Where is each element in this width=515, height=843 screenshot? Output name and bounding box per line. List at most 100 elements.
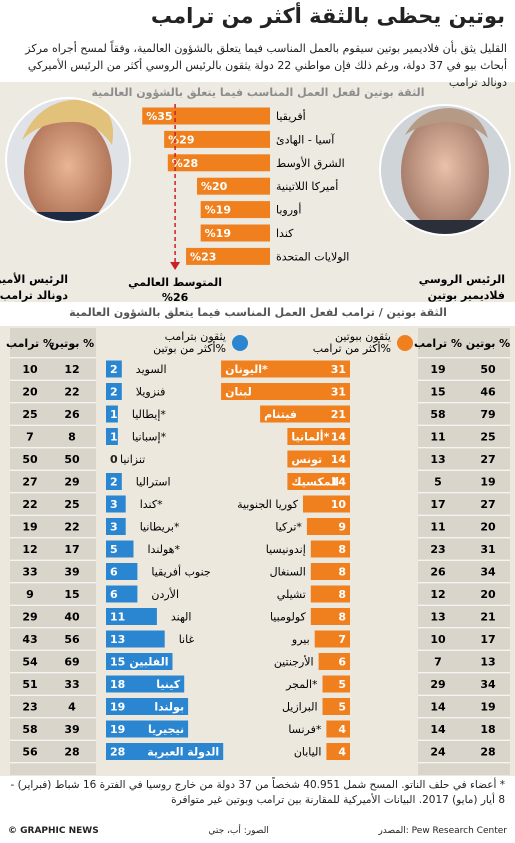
value-label: %35 bbox=[146, 110, 172, 123]
difference-value: 5 bbox=[338, 678, 346, 691]
country-label: لبنان bbox=[225, 386, 252, 399]
country-label: فنزويلا bbox=[136, 386, 166, 399]
portrait-ring bbox=[379, 104, 511, 236]
country-label: السويد bbox=[136, 363, 167, 376]
difference-value: 21 bbox=[331, 408, 346, 421]
difference-bar bbox=[310, 585, 350, 603]
table-value: 39 bbox=[64, 723, 79, 736]
source: المصدر: Pew Research Center bbox=[378, 826, 507, 836]
table-value: 23 bbox=[22, 701, 37, 714]
difference-bar bbox=[106, 585, 138, 603]
table-value: 7 bbox=[26, 431, 34, 444]
legend-dot bbox=[232, 335, 248, 351]
table-value: 43 bbox=[22, 633, 37, 646]
country-label: بيرو bbox=[291, 633, 310, 646]
country-label: كندا* bbox=[140, 498, 163, 511]
difference-value: 28 bbox=[110, 746, 125, 759]
table-value: 4 bbox=[68, 701, 76, 714]
table-value: 9 bbox=[26, 588, 34, 601]
bar bbox=[164, 130, 270, 148]
difference-bar bbox=[106, 540, 134, 558]
table-value: 19 bbox=[430, 363, 445, 376]
country-label: كوريا الجنوبية bbox=[237, 498, 299, 511]
difference-bar bbox=[310, 563, 350, 580]
difference-bar bbox=[310, 608, 350, 625]
bar bbox=[200, 201, 270, 219]
country-label: اليابان bbox=[294, 746, 322, 759]
table-title: الثقة بوتين / ترامب لفعل العمل المناسب ف… bbox=[69, 306, 447, 319]
table-value: 24 bbox=[430, 746, 446, 759]
difference-bar bbox=[106, 675, 185, 693]
difference-bar bbox=[106, 720, 189, 738]
difference-value: 14 bbox=[331, 453, 347, 466]
country-label: تركيا* bbox=[275, 521, 302, 534]
difference-value: 8 bbox=[338, 543, 346, 556]
difference-bar bbox=[306, 518, 350, 535]
country-label: الهند bbox=[171, 611, 192, 624]
difference-bar bbox=[106, 495, 126, 513]
difference-bar bbox=[322, 675, 350, 693]
difference-value: 3 bbox=[110, 498, 118, 511]
country-label: فرنسا* bbox=[288, 723, 322, 736]
country-label: غانا bbox=[179, 633, 195, 646]
portrait-label: دونالد ترامب bbox=[0, 289, 68, 302]
table-value: 50 bbox=[480, 363, 496, 376]
group-header: أكثر من بوتين% bbox=[153, 341, 226, 355]
country-label: هولندا* bbox=[148, 543, 181, 556]
table-value: 11 bbox=[430, 521, 445, 534]
country-label: بريطانيا* bbox=[140, 521, 180, 534]
difference-bar bbox=[260, 405, 350, 423]
difference-value: 8 bbox=[338, 566, 346, 579]
country-label: كينيا bbox=[156, 678, 181, 691]
table-value: 58 bbox=[430, 408, 445, 421]
difference-bar bbox=[303, 495, 350, 513]
table-value: 23 bbox=[430, 543, 445, 556]
table-value: 11 bbox=[430, 431, 445, 444]
table-value: 15 bbox=[64, 588, 79, 601]
table-value: 26 bbox=[430, 566, 446, 579]
table-value: 34 bbox=[480, 566, 496, 579]
median-label: المتوسط العالمي bbox=[128, 276, 222, 289]
difference-value: 10 bbox=[331, 498, 347, 511]
table-value: 19 bbox=[22, 521, 37, 534]
difference-value: 5 bbox=[338, 701, 346, 714]
country-label: بولندا bbox=[154, 701, 184, 714]
table-value: 10 bbox=[22, 363, 38, 376]
country-label: ألمانيا* bbox=[291, 430, 329, 444]
value-label: %19 bbox=[205, 227, 231, 240]
difference-value: 15 bbox=[110, 656, 125, 669]
difference-value: 2 bbox=[110, 386, 118, 399]
difference-value: 6 bbox=[110, 588, 118, 601]
value-label: %28 bbox=[172, 157, 198, 170]
table-value: 22 bbox=[22, 498, 37, 511]
table-value: 22 bbox=[64, 386, 79, 399]
difference-value: 4 bbox=[338, 746, 346, 759]
category-label: الولايات المتحدة bbox=[276, 250, 349, 263]
median-value: %26 bbox=[162, 291, 189, 304]
difference-bar bbox=[106, 698, 189, 715]
table-value: 20 bbox=[480, 521, 496, 534]
table-value: 46 bbox=[480, 386, 496, 399]
column-header: ترامب % bbox=[414, 337, 462, 350]
table-value: 27 bbox=[480, 498, 495, 511]
difference-value: 2 bbox=[110, 476, 118, 489]
table-value: 20 bbox=[22, 386, 38, 399]
table-value: 31 bbox=[480, 543, 495, 556]
difference-value: 0 bbox=[110, 453, 118, 466]
difference-bar bbox=[322, 698, 350, 715]
difference-bar bbox=[106, 563, 138, 580]
difference-bar bbox=[221, 383, 350, 400]
difference-bar bbox=[326, 743, 350, 760]
table-value: 27 bbox=[22, 476, 37, 489]
difference-value: 8 bbox=[338, 588, 346, 601]
table-value: 21 bbox=[480, 611, 495, 624]
country-label: الأردن bbox=[151, 587, 179, 601]
table-value: 19 bbox=[480, 701, 495, 714]
table-value: 25 bbox=[480, 431, 495, 444]
table-value: 10 bbox=[430, 633, 446, 646]
bar bbox=[186, 247, 270, 265]
title: بوتين يحظى بالثقة أكثر من ترامب bbox=[150, 4, 505, 28]
value-label: %19 bbox=[205, 204, 231, 217]
difference-value: 4 bbox=[338, 723, 346, 736]
category-label: آسيا - الهادئ bbox=[276, 132, 335, 146]
